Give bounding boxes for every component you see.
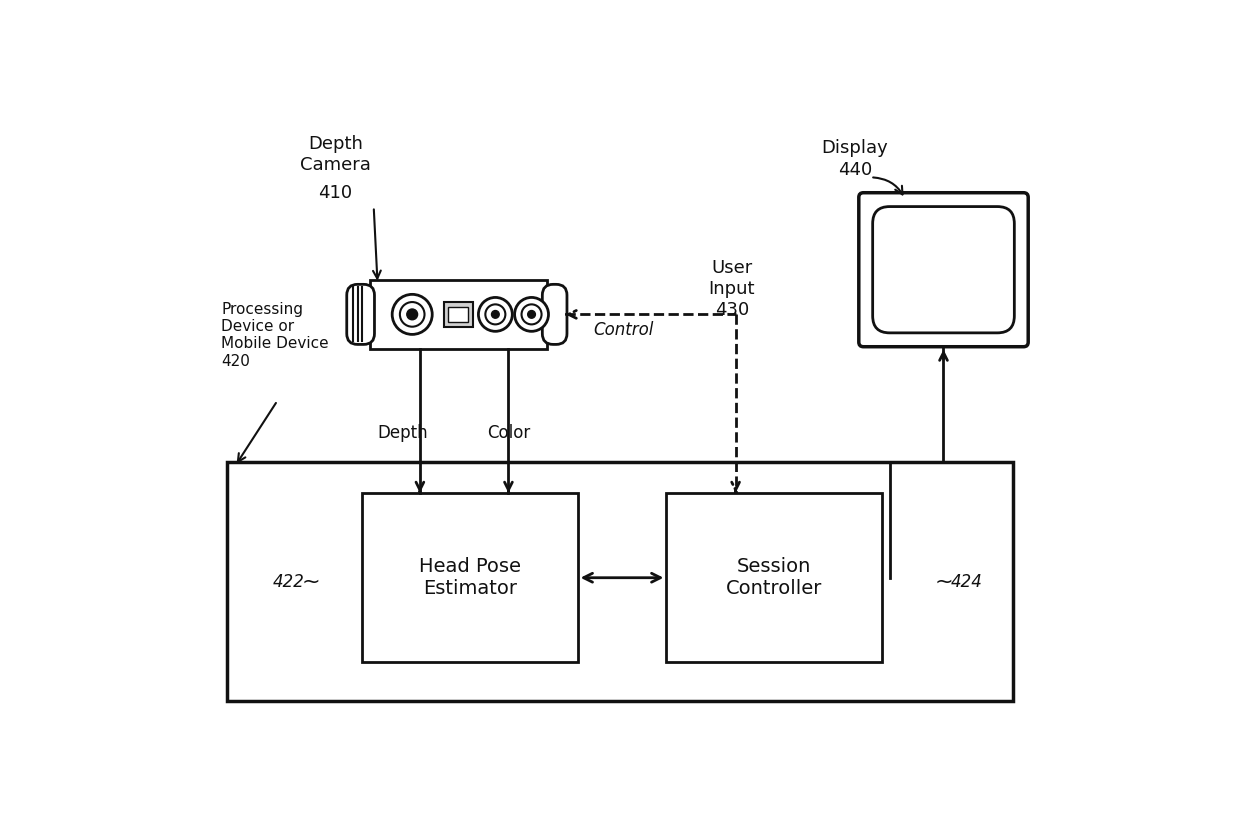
FancyBboxPatch shape [859,193,1028,347]
Circle shape [392,294,433,334]
Text: Control: Control [593,321,653,339]
Bar [444,302,472,327]
Bar [227,462,1013,701]
Text: 440: 440 [838,161,872,179]
Text: Display: Display [822,139,888,157]
Text: Depth: Depth [377,424,428,442]
Bar [666,493,882,662]
Circle shape [479,298,512,331]
Text: Depth
Camera: Depth Camera [300,135,371,174]
Bar [449,307,469,322]
Text: Color: Color [487,424,529,442]
Circle shape [399,302,424,327]
Circle shape [485,304,506,324]
FancyBboxPatch shape [542,284,567,344]
Text: 422: 422 [273,573,305,590]
Text: Session
Controller: Session Controller [725,558,822,599]
Circle shape [515,298,548,331]
Text: User
Input
430: User Input 430 [708,259,755,319]
FancyBboxPatch shape [873,206,1014,333]
Bar [362,493,578,662]
Text: 410: 410 [319,184,352,201]
Circle shape [407,309,418,319]
Bar [370,280,547,349]
Circle shape [491,310,500,319]
Text: ~: ~ [934,572,952,592]
Text: Processing
Device or
Mobile Device
420: Processing Device or Mobile Device 420 [221,302,329,369]
Circle shape [528,310,536,319]
Text: Head Pose
Estimator: Head Pose Estimator [419,558,521,599]
Circle shape [522,304,542,324]
Text: ~: ~ [301,572,320,592]
FancyBboxPatch shape [347,284,374,344]
Text: 424: 424 [951,573,982,590]
